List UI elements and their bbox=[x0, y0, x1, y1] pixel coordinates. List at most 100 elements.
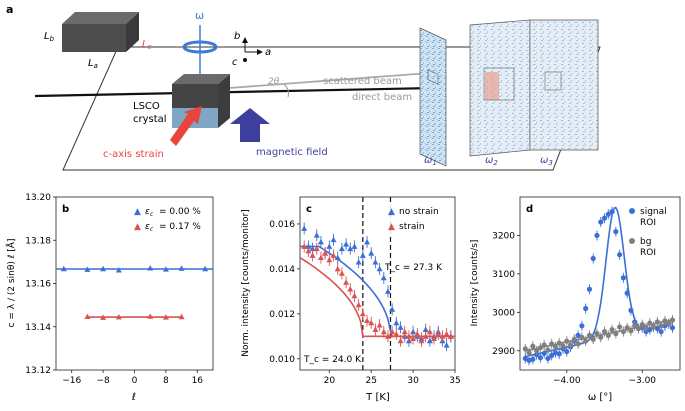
panel-c-point bbox=[443, 331, 450, 337]
panel-d-ytick-label: 2900 bbox=[492, 347, 515, 357]
panel-b-point bbox=[60, 265, 67, 272]
panel-b-point bbox=[147, 265, 154, 271]
legend-c1: no strain bbox=[399, 207, 439, 217]
panel-d-point bbox=[537, 345, 543, 351]
panel-c-point bbox=[338, 245, 345, 252]
panel-c-point bbox=[380, 274, 387, 281]
panel-b-legend: ▲ εc = 0.00 % ▲ εc = 0.17 % bbox=[134, 207, 201, 233]
panel-c-point bbox=[418, 337, 425, 344]
panel-c-point bbox=[393, 331, 400, 337]
panel-c-ytick-label: 0.014 bbox=[269, 265, 295, 275]
panel-d-point bbox=[643, 325, 649, 331]
panel-d-point bbox=[560, 343, 566, 349]
panel-c-point bbox=[422, 326, 429, 332]
omega2-label: ω2 bbox=[485, 155, 498, 167]
legend-marker-d1 bbox=[629, 208, 635, 214]
panel-d-legend: signal ROI bg ROI bbox=[629, 207, 667, 258]
panel-b-point bbox=[115, 267, 122, 273]
panel-c-frame bbox=[299, 196, 456, 371]
panel-b-point bbox=[147, 313, 154, 319]
panel-b-point bbox=[100, 314, 107, 320]
reference-box: Lb Lc La bbox=[44, 12, 152, 70]
panel-d-point bbox=[605, 211, 611, 217]
panel-c-point bbox=[384, 333, 391, 339]
detector-image-3 bbox=[529, 19, 599, 151]
detector-image-1 bbox=[419, 27, 447, 167]
panel-d-point bbox=[598, 334, 604, 340]
panel-c-point bbox=[439, 333, 446, 339]
panel-c-point bbox=[343, 279, 350, 285]
panel-c-point bbox=[372, 259, 379, 265]
panel-c-point bbox=[338, 270, 345, 276]
field-arrow-icon bbox=[230, 108, 270, 142]
panel-c-point bbox=[401, 328, 408, 335]
panel-d-point bbox=[526, 350, 532, 356]
legend-marker-b2: ▲ bbox=[134, 222, 141, 232]
panel-c-fit-curve bbox=[299, 257, 455, 338]
panel-c-point bbox=[317, 238, 324, 245]
panel-c-point bbox=[301, 243, 308, 249]
panel-d-point bbox=[620, 275, 626, 281]
legend-c2: strain bbox=[399, 222, 425, 232]
panel-b-xtick-label: −8 bbox=[96, 376, 110, 386]
panel-c-point bbox=[410, 335, 417, 341]
direct-beam-label: direct beam bbox=[352, 92, 412, 103]
panel-d-point bbox=[639, 322, 645, 328]
legend-d2-line1: bg bbox=[640, 237, 651, 247]
panel-d-point bbox=[537, 355, 543, 361]
panel-d-point bbox=[613, 229, 619, 235]
panel-d-point bbox=[598, 219, 604, 225]
panel-c-point bbox=[372, 326, 379, 332]
panel-c-point bbox=[351, 292, 358, 299]
panel-d-point bbox=[564, 338, 570, 344]
panel-d-point bbox=[586, 286, 593, 292]
legend-marker-c1: ▲ bbox=[388, 207, 395, 217]
panel-b-ylabel: c = λ / (2 sinθ) ℓ [Å] bbox=[5, 239, 17, 328]
panel-c-point bbox=[422, 333, 429, 339]
legend-d1-line1: signal bbox=[640, 207, 667, 217]
panel-c-point bbox=[330, 252, 337, 258]
panel-c-point bbox=[426, 337, 433, 344]
panel-c-point bbox=[313, 232, 320, 238]
panel-d-point bbox=[530, 356, 536, 362]
panel-d-point bbox=[530, 343, 536, 349]
panel-d-bg-trend bbox=[525, 319, 673, 352]
panel-b-point bbox=[162, 266, 169, 272]
omega1-label: ω1 bbox=[424, 155, 437, 167]
la-label: La bbox=[88, 58, 98, 70]
panel-d-point bbox=[575, 341, 581, 347]
panel-c-point bbox=[376, 322, 383, 328]
panel-b-ytick-label: 13.18 bbox=[25, 236, 51, 246]
panel-d-point bbox=[669, 317, 676, 323]
legend-d2-line2: ROI bbox=[640, 248, 656, 258]
panel-b-ytick-label: 13.14 bbox=[25, 323, 51, 333]
lsco-crystal: LSCO crystal bbox=[133, 74, 230, 128]
panel-b-point bbox=[115, 314, 122, 320]
panel-b-point bbox=[84, 266, 91, 272]
strain-arrow-icon bbox=[170, 106, 202, 146]
panel-d-marks bbox=[522, 206, 676, 366]
legend-marker-b1: ▲ bbox=[134, 207, 141, 217]
panel-c-point bbox=[351, 243, 358, 249]
panel-d-point bbox=[617, 324, 623, 330]
panel-d-point bbox=[609, 327, 615, 333]
panel-b-ytick-label: 13.16 bbox=[25, 280, 51, 290]
panel-c-point bbox=[364, 238, 371, 245]
panel-c-marks bbox=[299, 197, 455, 370]
panel-c-point bbox=[347, 245, 354, 252]
panel-d-point bbox=[534, 348, 540, 354]
panel-d-point bbox=[552, 344, 559, 350]
panel-b-xtick-label: 16 bbox=[192, 376, 204, 386]
panel-c-point bbox=[435, 331, 442, 337]
panel-b-point bbox=[100, 265, 107, 272]
panel-b-ytick-label: 13.20 bbox=[25, 193, 51, 203]
panel-d-point bbox=[541, 350, 547, 357]
panel-c-xtick-label: 20 bbox=[324, 376, 336, 386]
panel-d-ytick-label: 3000 bbox=[492, 308, 515, 318]
panel-d-point bbox=[658, 328, 664, 335]
panel-b-marks bbox=[56, 265, 213, 320]
panel-d-point bbox=[556, 340, 562, 346]
panel-d-point bbox=[549, 352, 555, 358]
panel-d-frame bbox=[519, 196, 681, 371]
panel-b: b −16 −8 0 8 16 13.12 13.14 13.16 13.18 13.20 c =… bbox=[5, 193, 214, 403]
